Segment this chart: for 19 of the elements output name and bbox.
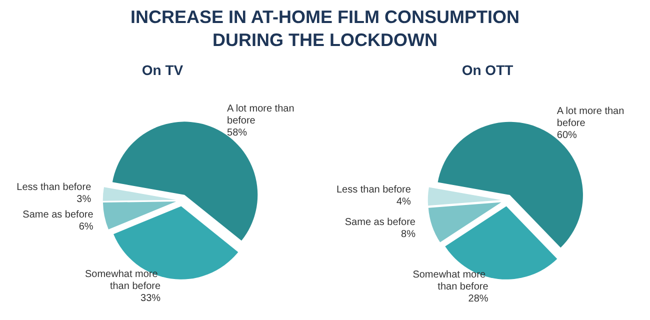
slice-label: A lot more than before [227, 103, 298, 126]
data-label: 3% [76, 194, 92, 205]
chart-subtitle: On OTT [462, 62, 514, 78]
slice-label: Less than before [336, 184, 412, 196]
slice-label: Same as before [344, 216, 416, 228]
chart-title: INCREASE IN AT-HOME FILM CONSUMPTION DURING THE LOCKDOWN [130, 6, 520, 52]
data-label: 60% [556, 130, 578, 141]
data-label: 33% [140, 293, 161, 304]
chart-subtitle: On TV [142, 62, 184, 78]
slice-label: A lot more than before [556, 106, 627, 129]
slice-label: Somewhat more than before [84, 269, 161, 292]
data-label: 58% [227, 127, 248, 138]
slice-label: Same as before [22, 210, 94, 220]
slice-label: Somewhat more than before [412, 269, 489, 292]
data-label: 28% [468, 293, 488, 304]
data-label: 4% [396, 196, 412, 208]
data-label: 8% [401, 228, 416, 240]
slice-label: Less than before [16, 182, 92, 193]
data-label: 6% [78, 222, 94, 232]
